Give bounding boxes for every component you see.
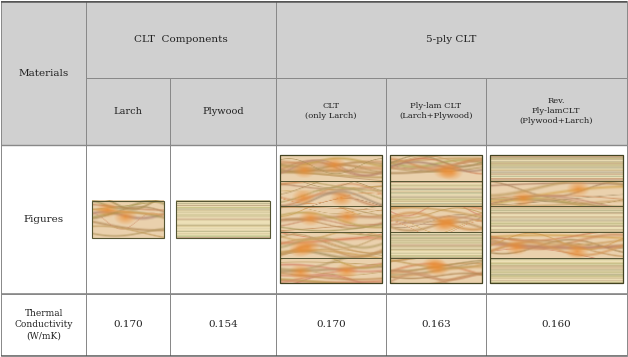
Text: Plywood: Plywood (203, 107, 244, 116)
Text: Rev.
Ply-lamCLT
(Plywood+Larch): Rev. Ply-lamCLT (Plywood+Larch) (519, 97, 593, 125)
Bar (276, 145, 386, 293)
Bar (276, 1, 627, 77)
Bar (280, 206, 382, 232)
Bar (86, 1, 276, 77)
Text: Thermal
Conductivity
(W/mK): Thermal Conductivity (W/mK) (14, 309, 73, 340)
Bar (386, 145, 486, 293)
Bar (486, 145, 627, 293)
Bar (276, 77, 386, 145)
Bar (490, 155, 623, 283)
Bar (176, 201, 270, 238)
Bar (389, 232, 482, 258)
Bar (280, 155, 382, 283)
Bar (170, 293, 276, 356)
Bar (486, 293, 627, 356)
Text: 5-ply CLT: 5-ply CLT (426, 35, 477, 44)
Bar (170, 145, 276, 293)
Text: 0.154: 0.154 (208, 320, 238, 329)
Text: 0.163: 0.163 (421, 320, 451, 329)
Text: Materials: Materials (18, 69, 68, 77)
Bar (490, 206, 623, 232)
Bar (86, 77, 170, 145)
Text: Larch: Larch (114, 107, 143, 116)
Text: 0.170: 0.170 (317, 320, 346, 329)
Bar (86, 293, 170, 356)
Bar (280, 181, 382, 206)
Bar (386, 293, 486, 356)
Bar (386, 77, 486, 145)
Bar (1, 145, 86, 293)
Bar (280, 155, 382, 181)
Bar (280, 232, 382, 258)
Text: Ply-lam CLT
(Larch+Plywood): Ply-lam CLT (Larch+Plywood) (399, 102, 473, 120)
Bar (170, 77, 276, 145)
Bar (490, 181, 623, 206)
Text: CLT
(only Larch): CLT (only Larch) (305, 102, 357, 120)
Bar (280, 258, 382, 283)
Bar (86, 145, 170, 293)
Bar (490, 232, 623, 258)
Text: 0.170: 0.170 (113, 320, 143, 329)
Bar (486, 77, 627, 145)
Bar (92, 201, 164, 238)
Bar (490, 155, 623, 181)
Text: CLT  Components: CLT Components (134, 35, 228, 44)
Bar (389, 181, 482, 206)
Bar (490, 258, 623, 283)
Bar (1, 293, 86, 356)
Bar (276, 293, 386, 356)
Bar (389, 155, 482, 181)
Bar (389, 258, 482, 283)
Text: Figures: Figures (23, 215, 63, 224)
Text: 0.160: 0.160 (541, 320, 571, 329)
Bar (389, 155, 482, 283)
Bar (1, 1, 86, 145)
Bar (389, 206, 482, 232)
